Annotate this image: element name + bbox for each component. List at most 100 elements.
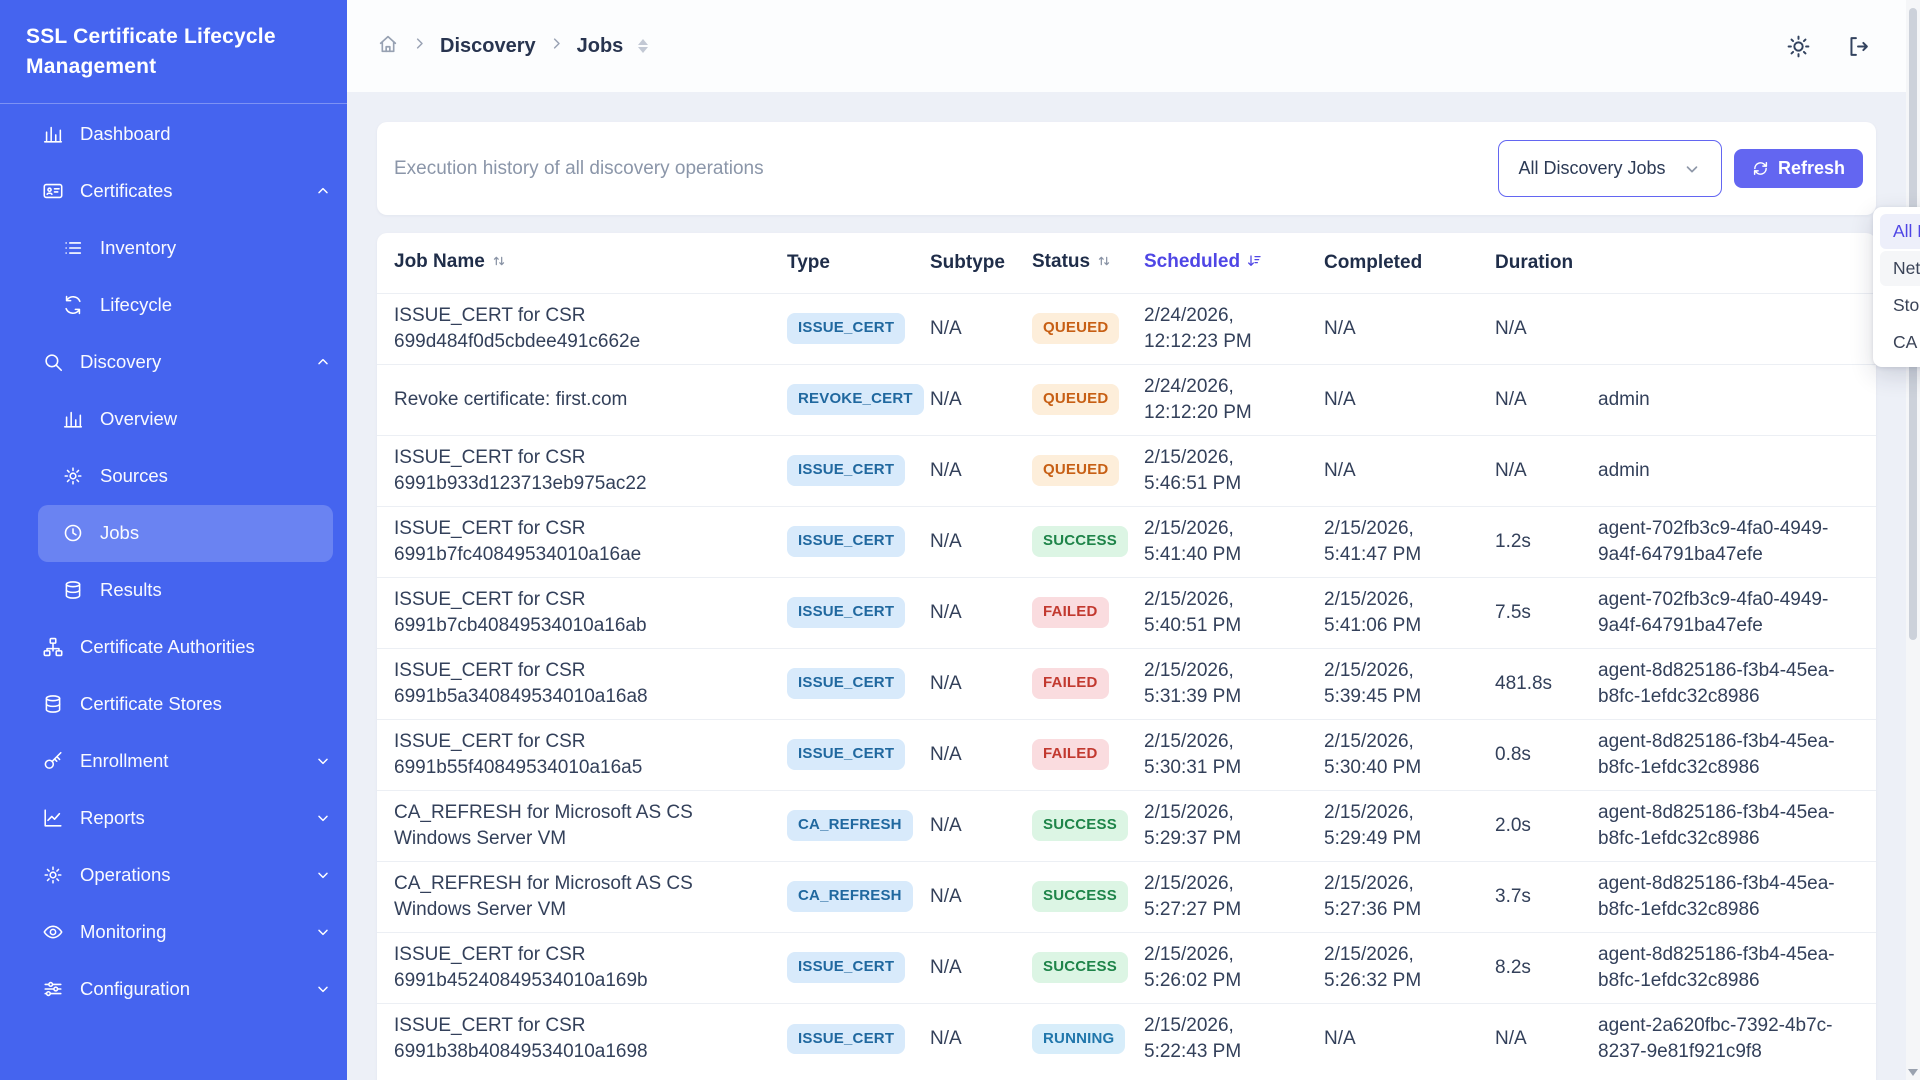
home-icon[interactable] [377, 33, 399, 60]
column-header-job-name[interactable]: Job Name [377, 233, 770, 293]
column-label: Scheduled [1144, 250, 1241, 272]
triggered-by-cell-text: agent-8d825186-f3b4-45ea-b8fc-1efdc32c89… [1598, 872, 1835, 920]
scheduled-cell: 2/15/2026, 5:26:02 PM [1127, 932, 1307, 1003]
subtype-cell: N/A [913, 861, 1015, 932]
job-name-cell: ISSUE_CERT for CSR 6991b45240849534010a1… [377, 932, 770, 1003]
table-row[interactable]: ISSUE_CERT for CSR 6991b38b40849534010a1… [377, 1003, 1876, 1074]
column-header-subtype: Subtype [913, 233, 1015, 293]
sidebar-item-overview[interactable]: Overview [0, 391, 347, 448]
completed-cell: N/A [1307, 1003, 1478, 1074]
table-row[interactable]: Revoke certificate: first.com REVOKE_CERT… [377, 364, 1876, 435]
completed-cell: 2/15/2026, 5:39:45 PM [1307, 648, 1478, 719]
duration-cell-text: 3.7s [1495, 885, 1531, 907]
duration-cell-text: 0.8s [1495, 743, 1531, 765]
job-name-cell-text: CA_REFRESH for Microsoft AS CS Windows S… [394, 872, 693, 920]
sidebar-item-label: Discovery [80, 351, 162, 373]
breadcrumb-caret-icon [638, 39, 649, 53]
dropdown-option-network-discovery[interactable]: Network Discovery [1880, 251, 1920, 286]
sidebar-item-jobs[interactable]: Jobs [38, 504, 333, 562]
sidebar-item-label: Overview [100, 408, 178, 430]
status-cell: QUEUED [1015, 364, 1127, 435]
table-row[interactable]: ISSUE_CERT for CSR 6991b7cb40849534010a1… [377, 577, 1876, 648]
logout-icon[interactable] [1845, 34, 1870, 59]
breadcrumb-item-discovery[interactable]: Discovery [440, 34, 536, 57]
completed-cell-text: N/A [1324, 1027, 1356, 1049]
chevron-down-icon [315, 924, 331, 940]
job-name-cell: ISSUE_CERT for CSR 699d484f0d5cbdee491c6… [377, 293, 770, 364]
topbar: Discovery Jobs [347, 0, 1906, 92]
table-row[interactable]: ISSUE_CERT for CSR 6991b45240849534010a1… [377, 932, 1876, 1003]
completed-cell-text: N/A [1324, 388, 1356, 410]
status-cell: SUCCESS [1015, 932, 1128, 1003]
sidebar-item-enrollment[interactable]: Enrollment [0, 733, 347, 790]
type-cell: ISSUE_CERT [770, 719, 913, 790]
column-header-status[interactable]: Status [1015, 233, 1127, 293]
sidebar-item-certificates[interactable]: Certificates [0, 163, 347, 220]
status-badge: FAILED [1032, 739, 1109, 770]
refresh-label: Refresh [1777, 158, 1845, 178]
dropdown-option-ca-discovery[interactable]: CA Discovery [1893, 332, 1920, 352]
table-row[interactable]: ISSUE_CERT for CSR 6991b55f40849534010a1… [377, 719, 1876, 790]
column-header-scheduled[interactable]: Scheduled [1127, 233, 1307, 293]
type-badge: REVOKE_CERT [787, 384, 924, 415]
type-cell: ISSUE_CERT [770, 506, 913, 577]
sidebar-item-results[interactable]: Results [0, 562, 347, 619]
chevron-up-icon [315, 354, 331, 370]
table-row[interactable]: CA_REFRESH for Microsoft AS CS Windows S… [377, 790, 1876, 861]
dropdown-option-store-discovery[interactable]: Store Discovery [1893, 295, 1920, 315]
page-scrollbar[interactable] [1906, 0, 1920, 1080]
triggered-by-cell: agent-8d825186-f3b4-45ea-b8fc-1efdc32c89… [1581, 648, 1876, 719]
status-badge: RUNNING [1032, 1023, 1126, 1054]
dropdown-option-all-discovery-jobs[interactable]: All Discovery Jobs [1880, 214, 1920, 249]
table-row[interactable]: ISSUE_CERT for CSR 6991b933d123713eb975a… [377, 435, 1876, 506]
subtype-cell: N/A [913, 719, 1015, 790]
subtype-cell-text: N/A [930, 743, 962, 765]
sidebar-item-certificate-stores[interactable]: Certificate Stores [0, 676, 347, 733]
chart-bar-icon [42, 123, 64, 145]
sidebar-item-certificate-authorities[interactable]: Certificate Authorities [0, 619, 347, 676]
sidebar-item-inventory[interactable]: Inventory [0, 220, 347, 277]
status-cell: SUCCESS [1015, 506, 1128, 577]
sidebar-item-operations[interactable]: Operations [0, 847, 347, 904]
status-badge: SUCCESS [1032, 952, 1128, 983]
scrollbar-down-arrow-icon[interactable] [1908, 1069, 1918, 1076]
job-type-filter-select[interactable]: All Discovery Jobs [1497, 140, 1722, 197]
sidebar-item-configuration[interactable]: Configuration [0, 961, 347, 1018]
filter-card: Execution history of all discovery opera… [377, 122, 1876, 215]
status-badge: SUCCESS [1032, 881, 1128, 912]
sidebar-item-label: Lifecycle [100, 294, 172, 316]
duration-cell: N/A [1478, 293, 1581, 364]
sidebar-item-monitoring[interactable]: Monitoring [0, 904, 347, 961]
table-row[interactable]: ISSUE_CERT for CSR 6991b7fc40849534010a1… [377, 506, 1876, 577]
duration-cell: 8.2s [1478, 932, 1581, 1003]
table-row[interactable]: CA_REFRESH for Microsoft AS CS Windows S… [377, 861, 1876, 932]
completed-cell-text: 2/15/2026, 5:27:36 PM [1324, 872, 1422, 920]
sidebar-item-sources[interactable]: Sources [0, 448, 347, 505]
sidebar-item-dashboard[interactable]: Dashboard [0, 106, 347, 163]
triggered-by-cell-text: agent-702fb3c9-4fa0-4949-9a4f-64791ba47e… [1598, 517, 1829, 565]
subtype-cell: N/A [913, 1003, 1015, 1074]
type-badge: ISSUE_CERT [787, 455, 906, 486]
scheduled-cell-text: 2/15/2026, 5:46:51 PM [1144, 446, 1242, 494]
duration-cell: 481.8s [1478, 648, 1581, 719]
type-cell: ISSUE_CERT [770, 577, 913, 648]
completed-cell-text: 2/15/2026, 5:29:49 PM [1324, 801, 1422, 849]
sidebar-item-discovery[interactable]: Discovery [0, 334, 347, 391]
sidebar-item-reports[interactable]: Reports [0, 790, 347, 847]
sidebar-item-label: Jobs [100, 522, 140, 544]
theme-toggle-icon[interactable] [1786, 34, 1811, 59]
completed-cell-text: 2/15/2026, 5:41:06 PM [1324, 588, 1422, 636]
type-badge: ISSUE_CERT [787, 952, 906, 983]
column-label: Completed [1324, 251, 1423, 273]
table-row[interactable]: ISSUE_CERT for CSR 699d484f0d5cbdee491c6… [377, 293, 1876, 364]
completed-cell: 2/15/2026, 5:27:36 PM [1307, 861, 1478, 932]
sidebar-item-lifecycle[interactable]: Lifecycle [0, 277, 347, 334]
job-name-cell-text: ISSUE_CERT for CSR 6991b7fc40849534010a1… [394, 517, 642, 565]
table-row[interactable]: ISSUE_CERT for CSR 6991b5a340849534010a1… [377, 648, 1876, 719]
sidebar-item-label: Results [100, 579, 162, 601]
completed-cell: N/A [1307, 435, 1478, 506]
breadcrumb-item-jobs[interactable]: Jobs [576, 34, 624, 57]
scheduled-cell-text: 2/24/2026, 12:12:20 PM [1144, 375, 1252, 423]
refresh-button[interactable]: Refresh [1733, 149, 1863, 188]
job-name-cell-text: ISSUE_CERT for CSR 6991b5a340849534010a1… [394, 659, 648, 707]
